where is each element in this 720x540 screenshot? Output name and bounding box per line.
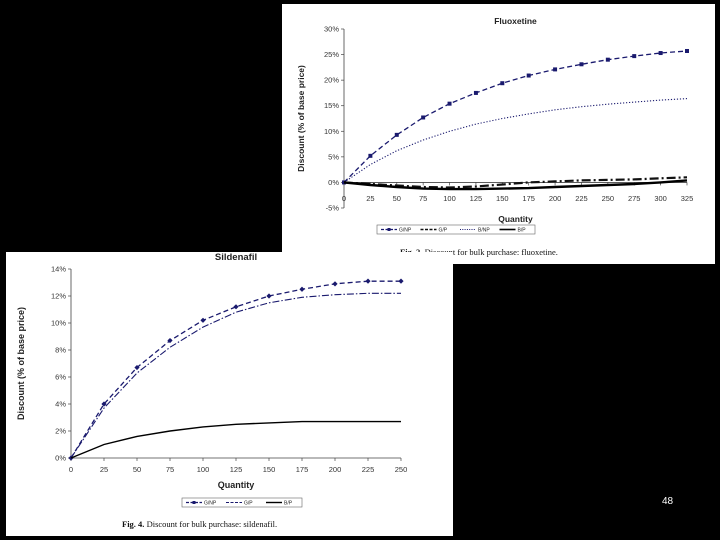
sildenafil-caption: Fig. 4. Discount for bulk purchase: sild… bbox=[122, 519, 277, 529]
fluoxetine-x-axis-title: Quantity bbox=[498, 214, 533, 224]
fluoxetine-series-g-np-point bbox=[368, 153, 373, 158]
fluoxetine-series-g-np-line bbox=[343, 50, 688, 183]
sildenafil-y-tick-label: 6% bbox=[55, 373, 66, 382]
fluoxetine-series-g-np-point bbox=[658, 51, 663, 56]
fluoxetine-series-g-np-point bbox=[553, 67, 558, 72]
fluoxetine-series-b-np-line bbox=[343, 98, 688, 183]
fluoxetine-series-g-np-point bbox=[685, 48, 689, 53]
sildenafil-caption-text: Discount for bulk purchase: sildenafil. bbox=[146, 519, 278, 529]
fluoxetine-x-tick-label: 125 bbox=[470, 194, 483, 203]
fluoxetine-x-tick-label: 100 bbox=[443, 194, 456, 203]
fluoxetine-x-tick-label: 175 bbox=[522, 194, 535, 203]
fluoxetine-series-g-np-point bbox=[526, 73, 531, 78]
sildenafil-series-g-np-point bbox=[233, 304, 239, 310]
sildenafil-y-tick-label: 14% bbox=[51, 265, 66, 274]
sildenafil-series-g-np-point bbox=[332, 281, 338, 287]
sildenafil-y-axis-title: Discount (% of base price) bbox=[16, 307, 26, 420]
sildenafil-y-tick-label: 4% bbox=[55, 400, 66, 409]
fluoxetine-series-b-p-line bbox=[343, 179, 688, 191]
fluoxetine-x-tick-label: 150 bbox=[496, 194, 509, 203]
fluoxetine-x-tick-label: 0 bbox=[342, 194, 346, 203]
sildenafil-legend-label: G/P bbox=[244, 500, 253, 506]
sildenafil-x-axis-title: Quantity bbox=[218, 480, 255, 490]
sildenafil-title: Sildenafil bbox=[215, 252, 257, 263]
fluoxetine-series-g-np-point bbox=[447, 101, 452, 106]
sildenafil-y-tick-label: 2% bbox=[55, 427, 66, 436]
fluoxetine-caption-text: Discount for bulk purchase: fluoxetine. bbox=[424, 247, 558, 257]
fluoxetine-x-tick-label: 200 bbox=[549, 194, 562, 203]
sildenafil-series-b-p-line bbox=[70, 420, 401, 459]
fluoxetine-legend-label: G/P bbox=[439, 227, 448, 233]
fluoxetine-x-tick-label: 300 bbox=[654, 194, 667, 203]
sildenafil-caption-label: Fig. 4. bbox=[122, 519, 145, 529]
fluoxetine-y-tick-label: 0% bbox=[328, 178, 339, 187]
fluoxetine-legend-marker bbox=[387, 228, 391, 231]
sildenafil-x-tick-label: 50 bbox=[133, 465, 141, 474]
sildenafil-y-tick-label: 8% bbox=[55, 346, 66, 355]
fluoxetine-series-g-np-point bbox=[421, 115, 426, 120]
fluoxetine-legend-label: B/NP bbox=[478, 227, 490, 233]
sildenafil-series-g-np-point bbox=[299, 286, 305, 292]
fluoxetine-y-tick-label: 15% bbox=[324, 101, 339, 110]
sildenafil-series-g-np-point bbox=[101, 401, 107, 407]
sildenafil-series-g-np-point bbox=[200, 317, 206, 323]
fluoxetine-x-tick-label: 275 bbox=[628, 194, 641, 203]
fluoxetine-x-tick-label: 325 bbox=[681, 194, 694, 203]
sildenafil-x-tick-label: 100 bbox=[197, 465, 210, 474]
sildenafil-x-tick-label: 0 bbox=[69, 465, 73, 474]
fluoxetine-series-g-np-point bbox=[632, 54, 637, 59]
sildenafil-x-tick-label: 75 bbox=[166, 465, 174, 474]
sildenafil-chart: Sildenafil 0% 2% 4% 6% 8% 10% 12% 14% 0 25 50 75 100 1… bbox=[16, 252, 408, 508]
sildenafil-legend-marker bbox=[192, 501, 196, 504]
fluoxetine-legend-box bbox=[376, 224, 536, 235]
sildenafil-y-tick-label: 10% bbox=[51, 319, 66, 328]
fluoxetine-y-axis-title: Discount (% of base price) bbox=[296, 65, 306, 172]
fluoxetine-legend-label: G/NP bbox=[399, 227, 412, 233]
sildenafil-x-tick-label: 200 bbox=[329, 465, 342, 474]
sildenafil-x-tick-label: 150 bbox=[263, 465, 276, 474]
sildenafil-legend-label: G/NP bbox=[204, 500, 217, 506]
sildenafil-figure-panel: Sildenafil 0% 2% 4% 6% 8% 10% 12% 14% 0 25 50 75 100 1… bbox=[6, 252, 453, 536]
fluoxetine-series-g-np-point bbox=[605, 57, 610, 62]
sildenafil-x-tick-label: 225 bbox=[362, 465, 375, 474]
sildenafil-x-tick-label: 125 bbox=[230, 465, 243, 474]
fluoxetine-x-tick-label: 75 bbox=[419, 194, 427, 203]
fluoxetine-x-tick-label: 250 bbox=[602, 194, 615, 203]
fluoxetine-series-g-np-point bbox=[473, 90, 478, 95]
fluoxetine-y-tick-label: 30% bbox=[324, 25, 339, 34]
sildenafil-legend-label: B/P bbox=[284, 500, 293, 506]
slide-number: 48 bbox=[662, 496, 674, 507]
sildenafil-series-g-p-line bbox=[70, 292, 401, 459]
sildenafil-x-tick-label: 25 bbox=[100, 465, 108, 474]
fluoxetine-y-tick-label: 20% bbox=[324, 76, 339, 85]
fluoxetine-y-tick-label: 10% bbox=[324, 127, 339, 136]
fluoxetine-legend-label: B/P bbox=[518, 227, 527, 233]
sildenafil-y-tick-label: 0% bbox=[55, 454, 66, 463]
fluoxetine-figure-panel: Fluoxetine -5% 0% 5% 10% 15% 20% 25% 30% 0 25 50 75 1… bbox=[282, 4, 715, 264]
sildenafil-x-tick-label: 250 bbox=[395, 465, 408, 474]
fluoxetine-series-g-np-point bbox=[394, 132, 399, 137]
sildenafil-series-g-np-point bbox=[365, 278, 371, 284]
fluoxetine-y-tick-label: 25% bbox=[324, 50, 339, 59]
fluoxetine-series-g-p-line bbox=[343, 176, 688, 189]
sildenafil-series-g-np-line bbox=[70, 280, 401, 459]
sildenafil-x-tick-label: 175 bbox=[296, 465, 309, 474]
fluoxetine-series-g-np-point bbox=[579, 62, 584, 67]
fluoxetine-y-tick-label: 5% bbox=[328, 152, 339, 161]
fluoxetine-x-tick-label: 225 bbox=[575, 194, 588, 203]
fluoxetine-x-tick-label: 25 bbox=[366, 194, 374, 203]
fluoxetine-chart: Fluoxetine -5% 0% 5% 10% 15% 20% 25% 30% 0 25 50 75 1… bbox=[296, 16, 694, 235]
fluoxetine-series-g-np-point bbox=[500, 81, 505, 86]
sildenafil-series-g-np-point bbox=[398, 278, 404, 284]
sildenafil-y-tick-label: 12% bbox=[51, 292, 66, 301]
fluoxetine-title: Fluoxetine bbox=[494, 16, 537, 26]
fluoxetine-y-tick-label: -5% bbox=[326, 204, 340, 213]
sildenafil-series-g-np-point bbox=[266, 293, 272, 299]
fluoxetine-x-tick-label: 50 bbox=[393, 194, 401, 203]
